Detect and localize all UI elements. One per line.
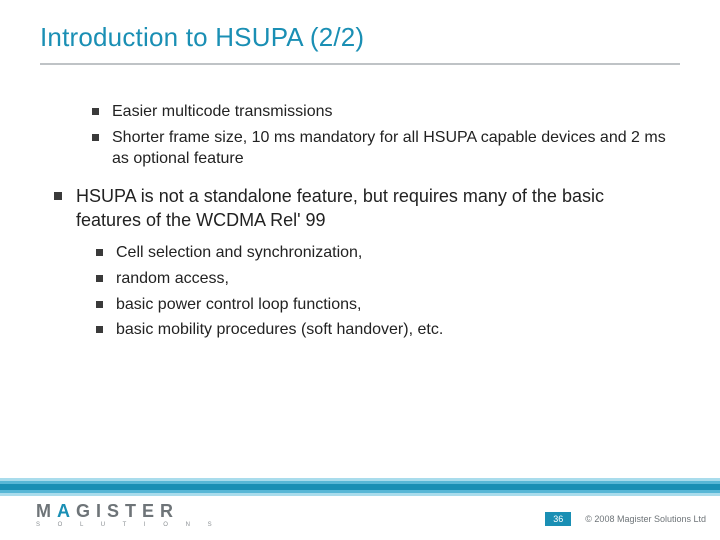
list-item: Easier multicode transmissions [90, 101, 670, 123]
main-list: HSUPA is not a standalone feature, but r… [50, 184, 670, 341]
list-item-text: Cell selection and synchronization, [116, 244, 362, 261]
list-item-text: HSUPA is not a standalone feature, but r… [76, 186, 604, 230]
list-item: basic mobility procedures (soft handover… [94, 319, 670, 341]
logo-main: MAGISTER [36, 502, 179, 520]
logo-post: GISTER [76, 501, 179, 521]
logo-accent: A [57, 501, 76, 521]
sub-list: Cell selection and synchronization, rand… [94, 242, 670, 340]
copyright: © 2008 Magister Solutions Ltd [585, 514, 706, 524]
list-item: Shorter frame size, 10 ms mandatory for … [90, 127, 670, 170]
list-item-text: basic mobility procedures (soft handover… [116, 321, 443, 338]
list-item-text: random access, [116, 270, 229, 287]
slide-body: Easier multicode transmissions Shorter f… [0, 65, 720, 540]
list-item: basic power control loop functions, [94, 294, 670, 316]
list-item-text: Easier multicode transmissions [112, 103, 333, 120]
slide-title: Introduction to HSUPA (2/2) [0, 0, 720, 53]
page-number: 36 [545, 512, 571, 526]
slide: Introduction to HSUPA (2/2) Easier multi… [0, 0, 720, 540]
list-item: random access, [94, 268, 670, 290]
list-item-text: basic power control loop functions, [116, 296, 361, 313]
top-sub-list: Easier multicode transmissions Shorter f… [90, 101, 670, 170]
band-line-light2 [0, 493, 720, 496]
logo-pre: M [36, 501, 57, 521]
list-item: Cell selection and synchronization, [94, 242, 670, 264]
logo-sub: S O L U T I O N S [36, 522, 220, 528]
footer-band [0, 478, 720, 496]
top-sub-block: Easier multicode transmissions Shorter f… [90, 101, 670, 170]
list-item-text: Shorter frame size, 10 ms mandatory for … [112, 129, 666, 168]
footer-right: 36 © 2008 Magister Solutions Ltd [545, 512, 706, 526]
list-item: HSUPA is not a standalone feature, but r… [50, 184, 670, 341]
logo: MAGISTER S O L U T I O N S [36, 502, 220, 528]
